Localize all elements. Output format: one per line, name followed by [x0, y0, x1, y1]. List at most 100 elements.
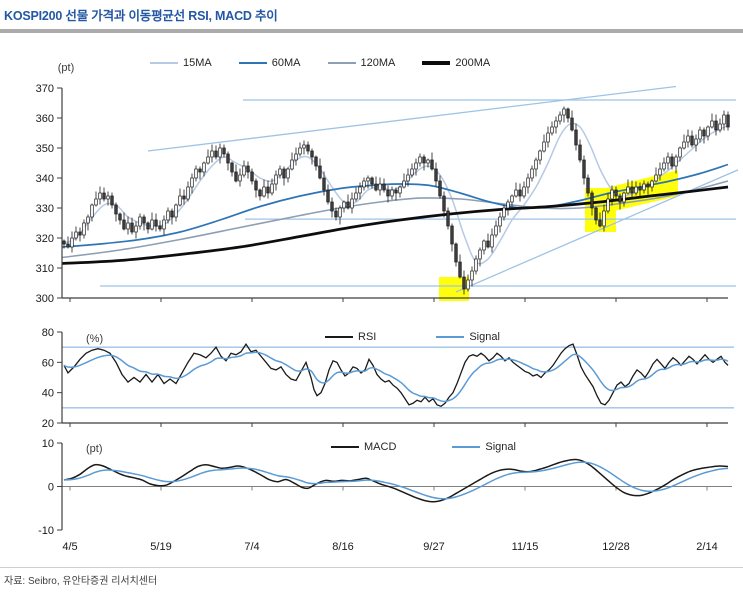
legend-label-macd-signal: Signal: [485, 441, 516, 453]
candle-body: [674, 156, 678, 167]
candle-body: [190, 177, 194, 188]
svg-text:360: 360: [36, 113, 54, 125]
legend-item-macd-signal: Signal: [452, 441, 516, 453]
candle-body: [398, 186, 402, 194]
candle-body: [150, 219, 154, 230]
candle-body: [138, 216, 142, 227]
candle-body: [186, 186, 190, 200]
candle-body: [434, 168, 438, 182]
candle-body: [598, 219, 602, 227]
svg-text:350: 350: [36, 143, 54, 155]
candle-body: [330, 201, 334, 212]
candle-body: [386, 189, 390, 197]
candle-body: [706, 126, 710, 137]
candle-body: [358, 186, 362, 194]
candle-body: [610, 189, 614, 200]
svg-text:40: 40: [42, 388, 54, 400]
candle-body: [338, 207, 342, 218]
candle-body: [606, 198, 610, 212]
candle-body: [406, 174, 410, 182]
macd-legend: MACD Signal: [331, 441, 516, 453]
candle-body: [234, 171, 238, 182]
candle-body: [354, 192, 358, 200]
candle-body: [446, 210, 450, 227]
candle-body: [106, 195, 110, 200]
candle-body: [286, 168, 290, 179]
legend-line-rsi-signal-icon: [436, 336, 465, 338]
candle-body: [306, 144, 310, 152]
candle-body: [646, 183, 650, 188]
candle-body: [62, 240, 66, 245]
candle-body: [114, 204, 118, 215]
candle-body: [722, 114, 726, 125]
ma200-line: [62, 185, 729, 265]
candle-body: [454, 243, 458, 263]
candle-body: [518, 189, 522, 197]
legend-item-rsi: RSI: [325, 331, 376, 343]
svg-text:(pt): (pt): [58, 62, 75, 74]
svg-text:12/28: 12/28: [602, 541, 630, 553]
rsi-line: [63, 342, 729, 408]
candle-body: [562, 108, 566, 116]
candle-body: [694, 138, 698, 146]
candle-body: [374, 183, 378, 191]
candle-body: [450, 225, 454, 245]
candle-body: [78, 231, 82, 236]
svg-text:300: 300: [36, 293, 54, 305]
svg-text:20: 20: [42, 418, 54, 430]
candle-body: [650, 180, 654, 188]
candle-body: [310, 150, 314, 158]
candle-body: [266, 186, 270, 194]
candle-body: [290, 159, 294, 170]
candle-body: [134, 225, 138, 233]
candle-body: [202, 162, 206, 173]
svg-text:8/16: 8/16: [332, 541, 353, 553]
candle-body: [370, 177, 374, 185]
title-divider: [0, 29, 743, 33]
svg-text:5/19: 5/19: [150, 541, 171, 553]
candle-body: [506, 201, 510, 209]
candle-body: [146, 222, 150, 230]
candle-body: [638, 186, 642, 191]
candle-body: [218, 147, 222, 158]
candle-body: [570, 117, 574, 131]
legend-line-15ma-icon: [150, 62, 178, 64]
candle-body: [118, 213, 122, 221]
candle-body: [470, 270, 474, 281]
source-note: 자료: Seibro, 유안타증권 리서치센터: [4, 576, 158, 587]
candle-body: [230, 162, 234, 173]
candle-body: [698, 129, 702, 140]
legend-item-15ma: 15MA: [150, 57, 212, 69]
page-title: KOSPI200 선물 가격과 이동평균선 RSI, MACD 추이: [4, 9, 278, 23]
candle-body: [66, 243, 70, 248]
candle-body: [634, 186, 638, 194]
candle-body: [538, 150, 542, 161]
svg-text:320: 320: [36, 233, 54, 245]
main-chart-legend: 15MA 60MA 120MA 200MA: [150, 57, 490, 69]
trendline: [455, 169, 738, 293]
candle-body: [618, 195, 622, 203]
candle-body: [498, 216, 502, 227]
candle-body: [586, 177, 590, 194]
candle-body: [294, 153, 298, 161]
candle-body: [726, 114, 730, 128]
candle-body: [90, 204, 94, 218]
candle-body: [602, 210, 606, 227]
candle-body: [590, 192, 594, 209]
candle-body: [658, 168, 662, 176]
candle-body: [378, 183, 382, 191]
candle-body: [418, 156, 422, 164]
candle-body: [718, 123, 722, 131]
candle-body: [530, 168, 534, 179]
rsi-legend: RSI Signal: [325, 331, 500, 343]
candle-body: [238, 174, 242, 182]
candle-body: [254, 180, 258, 191]
candle-body: [158, 225, 162, 230]
candle-body: [346, 201, 350, 209]
legend-label-120ma: 120MA: [360, 57, 396, 69]
candle-body: [382, 183, 386, 191]
svg-text:310: 310: [36, 263, 54, 275]
candle-body: [314, 156, 318, 167]
legend-line-120ma-icon: [327, 62, 356, 64]
